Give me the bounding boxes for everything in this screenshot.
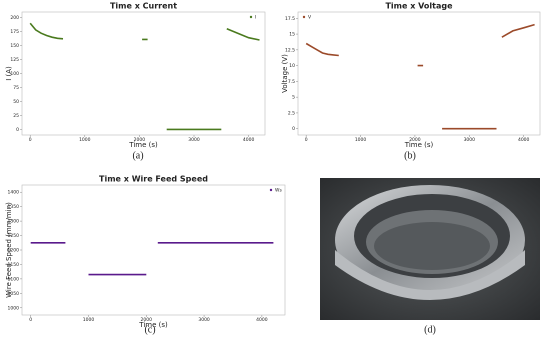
y-tick-label: 200 bbox=[10, 15, 19, 21]
panel-caption: (b) bbox=[404, 150, 416, 161]
x-tick-label: 4000 bbox=[518, 137, 530, 143]
y-tick-label: 25 bbox=[13, 113, 19, 119]
x-tick-label: 2000 bbox=[134, 137, 146, 143]
x-axis-label: Time (s) bbox=[128, 141, 158, 149]
y-axis-label: I (A) bbox=[5, 66, 13, 81]
y-tick-label: 75 bbox=[13, 85, 19, 91]
y-tick-label: 1400 bbox=[8, 190, 20, 196]
y-tick-label: 1250 bbox=[8, 233, 20, 239]
plot-area bbox=[21, 184, 286, 316]
x-tick-label: 2000 bbox=[141, 317, 153, 323]
y-tick-label: 7.5 bbox=[288, 79, 295, 85]
plot-area bbox=[297, 11, 541, 136]
plot-area bbox=[21, 11, 266, 136]
y-tick-label: 15 bbox=[289, 32, 295, 38]
y-tick-label: 1100 bbox=[8, 276, 20, 282]
legend-label: V bbox=[308, 15, 312, 21]
x-tick-label: 0 bbox=[29, 317, 32, 323]
panel-caption: (d) bbox=[424, 324, 436, 335]
legend-label: Ws bbox=[275, 188, 282, 194]
y-tick-label: 12.5 bbox=[285, 47, 295, 53]
photo bbox=[320, 178, 540, 320]
legend-marker bbox=[249, 15, 253, 19]
x-tick-label: 3000 bbox=[198, 317, 210, 323]
chart-title: Time x Voltage bbox=[385, 2, 453, 11]
x-tick-label: 0 bbox=[29, 137, 32, 143]
y-tick-label: 0 bbox=[292, 126, 295, 132]
x-tick-label: 0 bbox=[305, 137, 308, 143]
data-line bbox=[305, 23, 535, 130]
y-tick-label: 1050 bbox=[8, 291, 20, 297]
y-tick-label: 50 bbox=[13, 99, 19, 105]
y-tick-label: 1300 bbox=[8, 219, 20, 225]
data-line bbox=[30, 242, 274, 276]
y-tick-label: 5 bbox=[292, 95, 295, 101]
y-axis-label: Wire Feed Speed (mm/min) bbox=[5, 202, 13, 298]
x-tick-label: 1000 bbox=[79, 137, 91, 143]
x-axis-label: Time (s) bbox=[138, 321, 168, 329]
x-tick-label: 3000 bbox=[188, 137, 200, 143]
x-tick-label: 4000 bbox=[243, 137, 255, 143]
x-tick-label: 2000 bbox=[409, 137, 421, 143]
y-axis-label: Voltage (V) bbox=[281, 54, 289, 93]
x-tick-label: 1000 bbox=[83, 317, 95, 323]
legend-label: I bbox=[255, 15, 256, 21]
y-tick-label: 175 bbox=[10, 29, 19, 35]
y-tick-label: 1000 bbox=[8, 305, 20, 311]
y-tick-label: 100 bbox=[10, 71, 19, 77]
x-axis-label: Time (s) bbox=[404, 141, 434, 149]
y-tick-label: 150 bbox=[10, 43, 19, 49]
y-tick-label: 2.5 bbox=[288, 110, 295, 116]
data-line bbox=[29, 22, 260, 131]
y-tick-label: 1200 bbox=[8, 248, 20, 254]
panel-caption: (a) bbox=[132, 150, 143, 161]
y-tick-label: 125 bbox=[10, 57, 19, 63]
y-tick-label: 10 bbox=[289, 63, 295, 69]
chart-title: Time x Current bbox=[110, 2, 177, 11]
y-tick-label: 1150 bbox=[8, 262, 20, 268]
legend-marker bbox=[269, 188, 273, 192]
y-tick-label: 0 bbox=[16, 127, 19, 133]
x-tick-label: 1000 bbox=[355, 137, 367, 143]
x-tick-label: 4000 bbox=[256, 317, 268, 323]
legend-marker bbox=[302, 15, 306, 19]
y-tick-label: 1350 bbox=[8, 204, 20, 210]
y-tick-label: 17.5 bbox=[285, 16, 295, 22]
x-tick-label: 3000 bbox=[464, 137, 476, 143]
chart-title: Time x Wire Feed Speed bbox=[99, 175, 208, 184]
panel-caption: (c) bbox=[144, 324, 155, 335]
